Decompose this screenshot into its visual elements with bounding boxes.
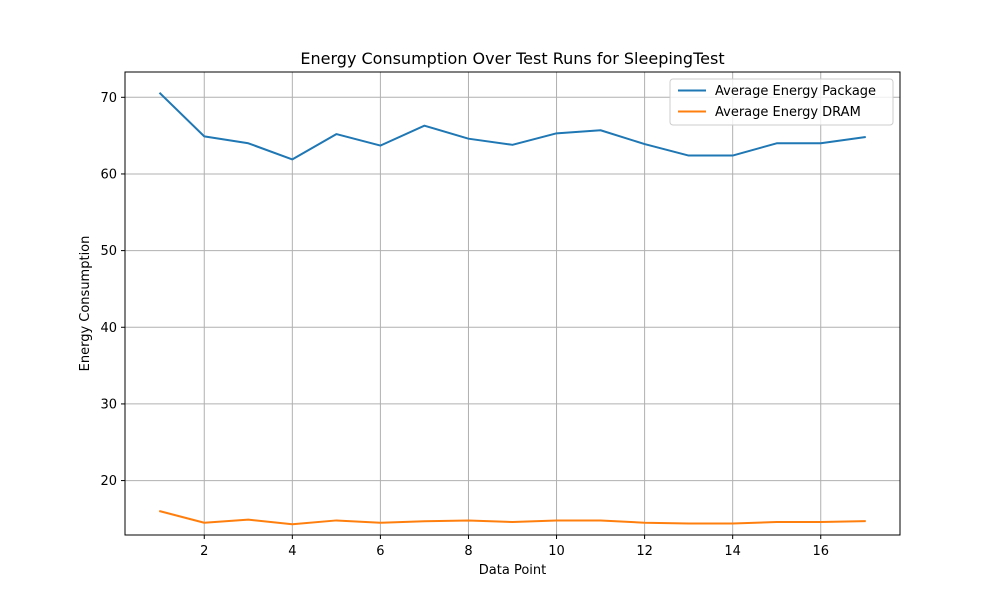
x-tick-label: 10 (548, 544, 565, 559)
x-axis-label: Data Point (479, 563, 546, 578)
series-line-average-energy-dram (159, 510, 866, 526)
x-gridlines (203, 72, 822, 535)
x-tick-label: 4 (288, 544, 296, 559)
y-tick-label: 30 (100, 397, 117, 412)
y-axis-label: Energy Consumption (78, 236, 93, 372)
series-line-average-energy-package (158, 92, 866, 161)
legend-label-package: Average Energy Package (715, 84, 876, 99)
chart-title: Energy Consumption Over Test Runs for Sl… (300, 49, 724, 68)
y-tick-label: 20 (100, 474, 117, 489)
x-tick-label: 14 (724, 544, 741, 559)
y-axis-ticks: 20 30 40 50 60 70 (100, 91, 125, 489)
legend-box (669, 78, 894, 126)
x-tick-label: 12 (636, 544, 653, 559)
y-tick-label: 50 (100, 244, 117, 259)
x-tick-label: 6 (376, 544, 384, 559)
legend: Average Energy Package Average Energy DR… (669, 78, 894, 126)
series-layer (158, 92, 866, 526)
y-tick-label: 70 (100, 91, 117, 106)
x-tick-label: 8 (464, 544, 472, 559)
y-tick-label: 60 (100, 167, 117, 182)
x-tick-label: 16 (812, 544, 829, 559)
plot-area-frame (124, 71, 901, 536)
x-axis-ticks: 2 4 6 8 10 12 14 16 (200, 535, 829, 559)
y-gridlines (125, 96, 900, 482)
plot-area-background (125, 72, 900, 535)
legend-label-dram: Average Energy DRAM (715, 105, 861, 120)
x-tick-label: 2 (200, 544, 208, 559)
y-tick-label: 40 (100, 321, 117, 336)
